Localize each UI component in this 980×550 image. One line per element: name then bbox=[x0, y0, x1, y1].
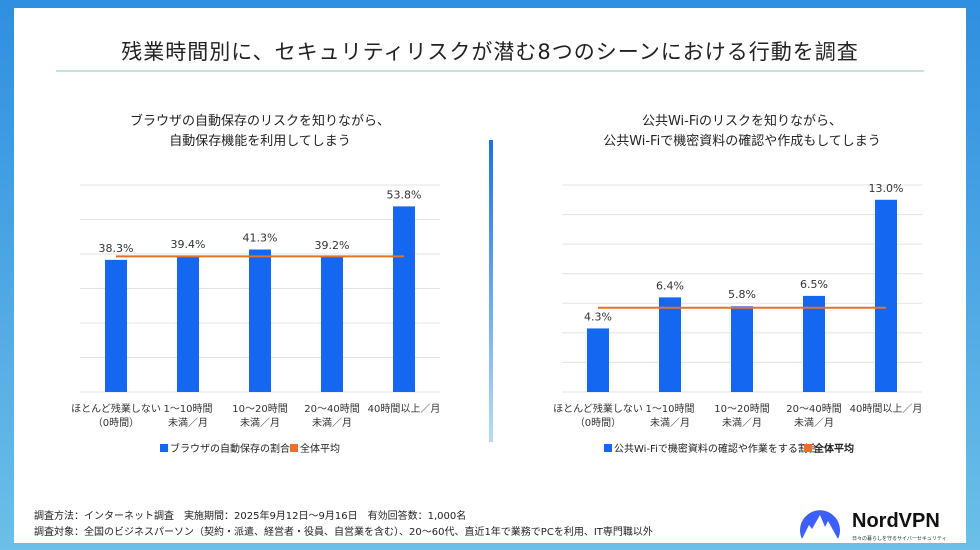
data-label: 6.5% bbox=[800, 278, 828, 291]
bar bbox=[803, 295, 825, 392]
x-tick-label: 40時間以上／月 bbox=[850, 403, 923, 415]
data-label: 39.2% bbox=[315, 239, 350, 252]
bar bbox=[249, 249, 271, 392]
logo-text: NordVPN bbox=[852, 510, 940, 532]
x-tick-label: ほとんど残業しない bbox=[553, 402, 643, 415]
x-tick-label: 20～40時間 bbox=[304, 403, 359, 415]
x-tick-label: 10～20時間 bbox=[714, 403, 769, 415]
legend-series: ブラウザの自動保存の割合 bbox=[170, 442, 290, 455]
nordvpn-logo-icon bbox=[800, 510, 840, 539]
x-tick-label: （0時間） bbox=[575, 417, 621, 429]
bar bbox=[105, 259, 127, 392]
legend-average: 全体平均 bbox=[813, 442, 854, 455]
x-tick-label: 未満／月 bbox=[650, 417, 690, 429]
footer-method: 調査方法：インターネット調査 実施期間：2025年9月12日～9月16日 有効回… bbox=[34, 511, 467, 522]
chart-2-title-line: 公共Wi-Fiのリスクを知りながら、 bbox=[641, 114, 842, 129]
footer-target: 調査対象：全国のビジネスパーソン（契約・派遣、経営者・役員、自営業を含む）、20… bbox=[34, 527, 653, 538]
bar bbox=[393, 206, 415, 392]
x-tick-label: 未満／月 bbox=[312, 417, 352, 429]
legend-swatch-series bbox=[160, 444, 168, 452]
data-label: 13.0% bbox=[869, 182, 904, 195]
data-label: 39.4% bbox=[171, 238, 206, 251]
chart-1-title-line: ブラウザの自動保存のリスクを知りながら、 bbox=[129, 114, 390, 129]
bar bbox=[731, 306, 753, 392]
data-label: 53.8% bbox=[387, 188, 422, 201]
data-label: 41.3% bbox=[243, 232, 278, 245]
divider bbox=[489, 140, 493, 442]
title-underline bbox=[56, 70, 924, 72]
x-tick-label: 未満／月 bbox=[794, 417, 834, 429]
page-title: 残業時間別に、セキュリティリスクが潜む8つのシーンにおける行動を調査 bbox=[121, 40, 859, 64]
bar bbox=[321, 256, 343, 392]
x-tick-label: 未満／月 bbox=[168, 417, 208, 429]
bar bbox=[659, 297, 681, 392]
x-tick-label: ほとんど残業しない bbox=[71, 402, 161, 415]
legend-swatch-series bbox=[604, 444, 612, 452]
x-tick-label: 1～10時間 bbox=[645, 403, 694, 415]
data-label: 5.8% bbox=[728, 288, 756, 301]
x-tick-label: （0時間） bbox=[93, 417, 139, 429]
bar bbox=[177, 256, 199, 392]
chart-1-title: ブラウザの自動保存のリスクを知りながら、 自動保存機能を利用してしまう bbox=[50, 112, 470, 152]
chart-2-title: 公共Wi-Fiのリスクを知りながら、 公共Wi-Fiで機密資料の確認や作成もして… bbox=[532, 112, 952, 152]
bar bbox=[587, 328, 609, 392]
legend-average: 全体平均 bbox=[300, 442, 340, 455]
legend-swatch-average bbox=[804, 444, 812, 452]
data-label: 6.4% bbox=[656, 279, 684, 292]
x-tick-label: 40時間以上／月 bbox=[368, 403, 441, 415]
data-label: 4.3% bbox=[584, 310, 612, 323]
bar bbox=[875, 199, 897, 392]
legend-swatch-average bbox=[290, 444, 298, 452]
chart-2-title-line: 公共Wi-Fiで機密資料の確認や作成もしてしまう bbox=[603, 134, 881, 149]
x-tick-label: 1～10時間 bbox=[163, 403, 212, 415]
x-tick-label: 20～40時間 bbox=[786, 403, 841, 415]
chart-1-title-line: 自動保存機能を利用してしまう bbox=[169, 134, 351, 149]
legend-series: 公共Wi-Fiで機密資料の確認や作業をする割合 bbox=[614, 442, 818, 455]
x-tick-label: 10～20時間 bbox=[232, 403, 287, 415]
data-label: 38.3% bbox=[99, 242, 134, 255]
logo-tagline: 日々の暮らしを守るサイバーセキュリティ bbox=[852, 536, 947, 542]
x-tick-label: 未満／月 bbox=[722, 417, 762, 429]
x-tick-label: 未満／月 bbox=[240, 417, 280, 429]
